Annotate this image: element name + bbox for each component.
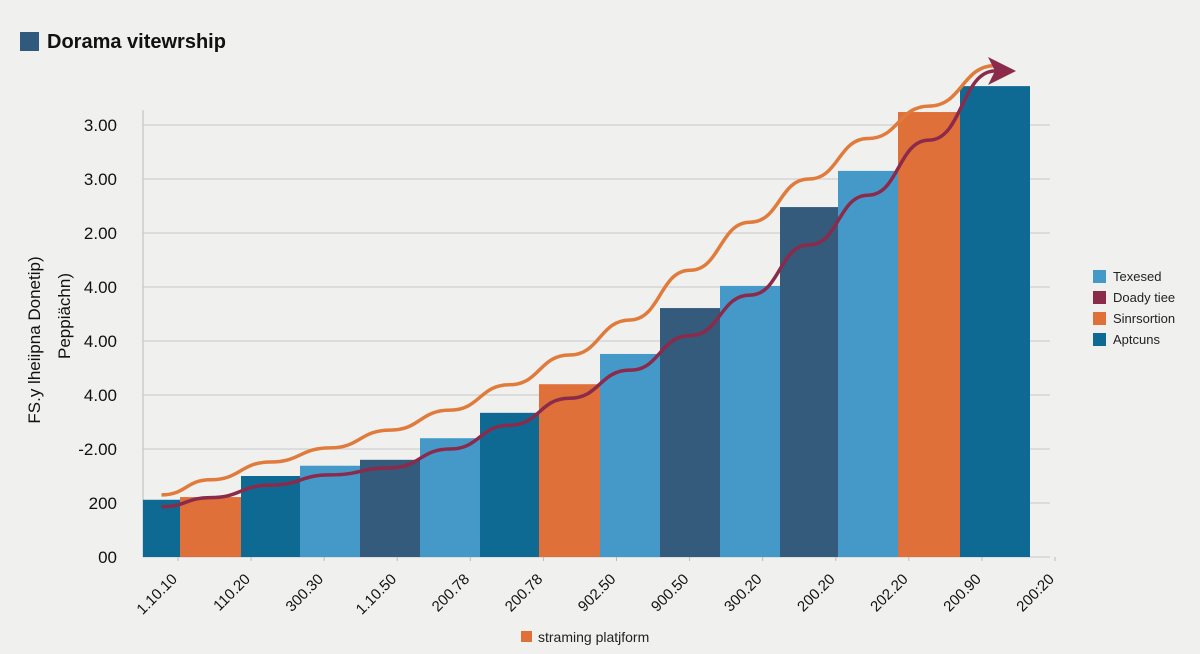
legend-swatch xyxy=(1093,291,1106,304)
x-tick-label: 300.20 xyxy=(721,571,765,615)
legend-label: Doady tiee xyxy=(1113,290,1175,305)
bar xyxy=(600,353,660,557)
legend-swatch xyxy=(1093,270,1106,283)
bar xyxy=(720,285,780,557)
orange-trend-line xyxy=(161,63,996,497)
legend-swatch xyxy=(1093,333,1106,346)
legend-label: Sinrsortion xyxy=(1113,311,1175,326)
legend-label: Texesed xyxy=(1113,269,1161,284)
x-tick-labels: 1.10.10 110.20 300.30 1.10.50 200.78 200.78 90… xyxy=(133,557,1058,618)
y-tick-label: 4.00 xyxy=(84,386,117,405)
y-tick-label: 2.00 xyxy=(84,224,117,243)
bar xyxy=(660,308,720,557)
x-tick-label: 200.90 xyxy=(940,571,984,615)
y-tick-label: 00 xyxy=(98,548,117,567)
legend-label: Aptcuns xyxy=(1113,332,1160,347)
x-tick-label: 902.50 xyxy=(575,571,619,615)
legend: Texesed Doady tiee Sinrsortion Aptcuns xyxy=(1093,269,1175,347)
x-tick-label: 202.20 xyxy=(867,571,911,615)
x-tick-label: 200.78 xyxy=(502,571,546,615)
bar xyxy=(898,112,960,557)
bar xyxy=(780,207,838,557)
bar xyxy=(300,465,360,557)
bottom-legend-label: straming platjform xyxy=(538,629,649,645)
x-tick-label: 1.10.50 xyxy=(353,571,400,618)
bar xyxy=(180,497,241,557)
x-tick-label: 200.78 xyxy=(429,571,473,615)
bar xyxy=(241,476,300,557)
bar xyxy=(420,438,480,557)
y-tick-label: -2.00 xyxy=(78,440,117,459)
legend-swatch xyxy=(1093,312,1106,325)
y-tick-label: 4.00 xyxy=(84,332,117,351)
y-tick-labels: 00 200 -2.00 4.00 4.00 4.00 2.00 3.00 3.00 xyxy=(78,116,117,567)
maroon-trend-line xyxy=(161,57,1016,509)
x-tick-label: 300.30 xyxy=(283,571,327,615)
y-tick-label: 3.00 xyxy=(84,170,117,189)
y-axis-label: FS.y lheiipna Donetip) xyxy=(25,256,44,423)
trend-lines xyxy=(161,57,1016,509)
x-tick-label: 110.20 xyxy=(210,571,254,615)
bar xyxy=(360,459,420,557)
bar xyxy=(480,412,539,557)
x-tick-label: 200:20 xyxy=(1013,571,1057,615)
y-tick-label: 3.00 xyxy=(84,116,117,135)
bar xyxy=(838,170,898,557)
x-tick-label: 1.10.10 xyxy=(133,571,180,618)
y-tick-label: 4.00 xyxy=(84,278,117,297)
bar xyxy=(539,384,600,557)
bar xyxy=(143,499,180,557)
y-axis-label-secondary: Peppiächn) xyxy=(55,273,74,359)
chart-title: Dorama vitewrship xyxy=(47,31,226,53)
bars xyxy=(143,86,1030,558)
y-tick-label: 200 xyxy=(89,494,117,513)
title-marker xyxy=(20,32,39,51)
bottom-legend-swatch xyxy=(521,631,532,642)
bar xyxy=(960,86,1030,558)
x-tick-label: 200.20 xyxy=(794,571,838,615)
x-tick-label: 900.50 xyxy=(648,571,692,615)
